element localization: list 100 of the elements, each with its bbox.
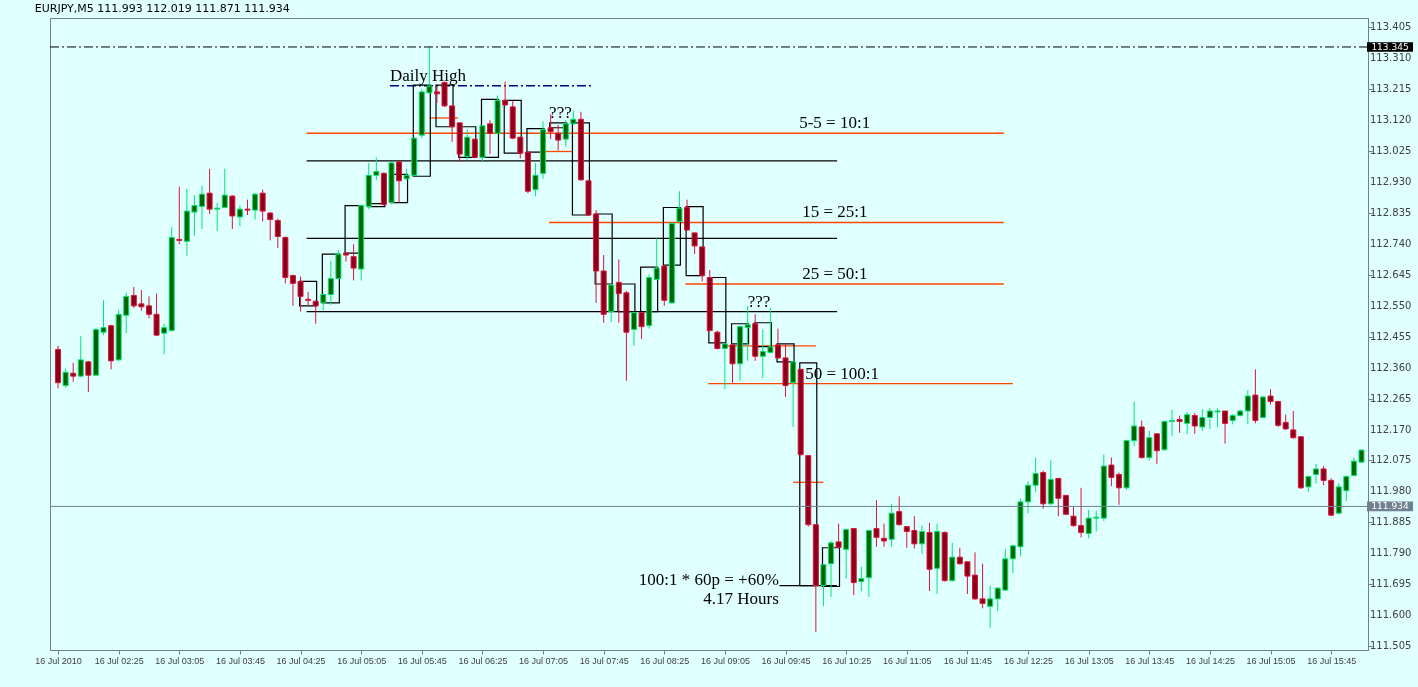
chart-title: EURJPY,M5 111.993 112.019 111.871 111.934	[34, 2, 290, 15]
candlestick	[396, 160, 403, 204]
ref-line-label: 111.934	[1371, 501, 1409, 512]
y-tick-label: 112.835	[1370, 207, 1412, 219]
candlestick	[729, 344, 736, 384]
candlestick	[85, 360, 92, 393]
y-tick-label: 111.790	[1370, 547, 1412, 559]
candlestick	[721, 342, 728, 390]
annotation: 100:1 * 60p = +60%	[638, 569, 779, 589]
candlestick	[343, 251, 349, 263]
candlestick	[274, 218, 281, 249]
candlestick	[77, 335, 84, 378]
y-tick-label: 112.360	[1370, 361, 1412, 373]
candlestick	[214, 202, 221, 232]
candlestick	[532, 162, 539, 197]
annotation: ???	[747, 291, 771, 311]
x-tick-label: 16 Jul 13:45	[1125, 655, 1175, 666]
x-tick-label: 16 Jul 15:45	[1307, 655, 1357, 666]
annotation: 5-5 = 10:1	[799, 113, 871, 133]
x-tick-label: 16 Jul 11:45	[943, 655, 993, 666]
candlestick	[1191, 412, 1198, 435]
x-tick-label: 16 Jul 03:45	[215, 655, 265, 666]
candlestick	[252, 192, 259, 221]
y-tick-label: 112.455	[1370, 330, 1412, 342]
candlestick	[350, 243, 357, 281]
x-tick-label: 16 Jul 07:45	[579, 655, 629, 666]
candlestick	[653, 237, 660, 281]
y-tick-label: 112.265	[1370, 392, 1412, 404]
candlestick	[312, 299, 319, 325]
candlestick	[638, 312, 645, 340]
candlestick	[820, 563, 827, 607]
candlestick	[267, 211, 274, 241]
candlestick	[259, 189, 266, 222]
candlestick	[873, 499, 880, 548]
candlestick	[1184, 411, 1191, 435]
candlestick	[630, 311, 637, 347]
y-tick-label: 113.215	[1370, 83, 1412, 95]
annotation: Daily High	[389, 65, 467, 85]
candlestick	[206, 168, 213, 215]
y-tick-label: 111.885	[1370, 516, 1412, 528]
candlestick	[828, 540, 835, 598]
annotation: ???	[549, 102, 572, 122]
annotation: 25 = 50:1	[802, 264, 868, 284]
x-tick-label: 16 Jul 11:05	[883, 655, 932, 666]
y-tick-label: 113.120	[1370, 114, 1412, 126]
candlestick	[949, 542, 956, 583]
candlestick	[1222, 410, 1229, 445]
y-tick-label: 112.645	[1370, 268, 1412, 280]
x-tick-label: 16 Jul 15:05	[1246, 655, 1296, 666]
candlestick	[1146, 430, 1153, 461]
y-tick-label: 111.600	[1370, 609, 1412, 621]
candlestick	[70, 362, 77, 383]
annotation: 4.17 Hours	[703, 588, 779, 608]
annotation: 15 = 25:1	[802, 202, 868, 222]
candlestick	[486, 119, 493, 155]
candlestick	[62, 368, 69, 389]
candlestick	[1153, 433, 1160, 465]
y-tick-label: 113.405	[1370, 21, 1412, 33]
candlestick	[305, 291, 312, 307]
candlestick	[676, 190, 683, 223]
y-tick-label: 112.740	[1370, 237, 1412, 249]
x-tick-label: 16 Jul 12:25	[1004, 655, 1054, 666]
x-tick-label: 16 Jul 08:25	[640, 655, 690, 666]
y-tick-label: 113.310	[1370, 52, 1412, 64]
candlestick	[236, 205, 243, 227]
candlestick	[502, 80, 509, 107]
x-tick-label: 16 Jul 09:05	[700, 655, 750, 666]
bar	[299, 280, 318, 307]
bar	[776, 343, 795, 363]
x-tick-label: 16 Jul 09:45	[761, 655, 811, 666]
candlestick	[835, 523, 842, 549]
candlestick	[555, 124, 562, 152]
candlestick	[1244, 389, 1251, 425]
y-tick-label: 112.550	[1370, 299, 1412, 311]
candlestick	[1313, 463, 1320, 484]
candlestick	[221, 168, 228, 209]
x-tick-label: 16 Jul 03:05	[155, 655, 205, 666]
candlestick	[790, 360, 797, 428]
y-tick-label: 112.170	[1370, 423, 1412, 435]
ref-line-label: 113.345	[1371, 41, 1409, 52]
candlestick	[896, 495, 903, 527]
y-tick-label: 111.505	[1370, 640, 1412, 652]
y-tick-label: 113.025	[1370, 145, 1412, 157]
x-tick-label: 16 Jul 06:25	[458, 655, 508, 666]
candlestick	[881, 523, 888, 548]
candlestick	[229, 194, 236, 230]
x-tick-label: 16 Jul 04:25	[276, 655, 326, 666]
x-tick-label: 16 Jul 05:05	[337, 655, 387, 666]
x-tick-label: 16 Jul 07:05	[519, 655, 569, 666]
x-tick-label: 16 Jul 02:25	[94, 655, 144, 666]
y-tick-label: 111.980	[1370, 485, 1412, 497]
candlestick	[161, 323, 168, 355]
x-tick-label: 16 Jul 2010	[35, 655, 82, 666]
candlestick	[1199, 408, 1206, 432]
candlestick	[464, 129, 471, 161]
y-tick-label: 112.930	[1370, 176, 1412, 188]
candlestick	[176, 186, 183, 245]
candlestick	[918, 525, 925, 555]
y-tick-label: 111.695	[1370, 578, 1412, 590]
bar	[435, 84, 454, 128]
